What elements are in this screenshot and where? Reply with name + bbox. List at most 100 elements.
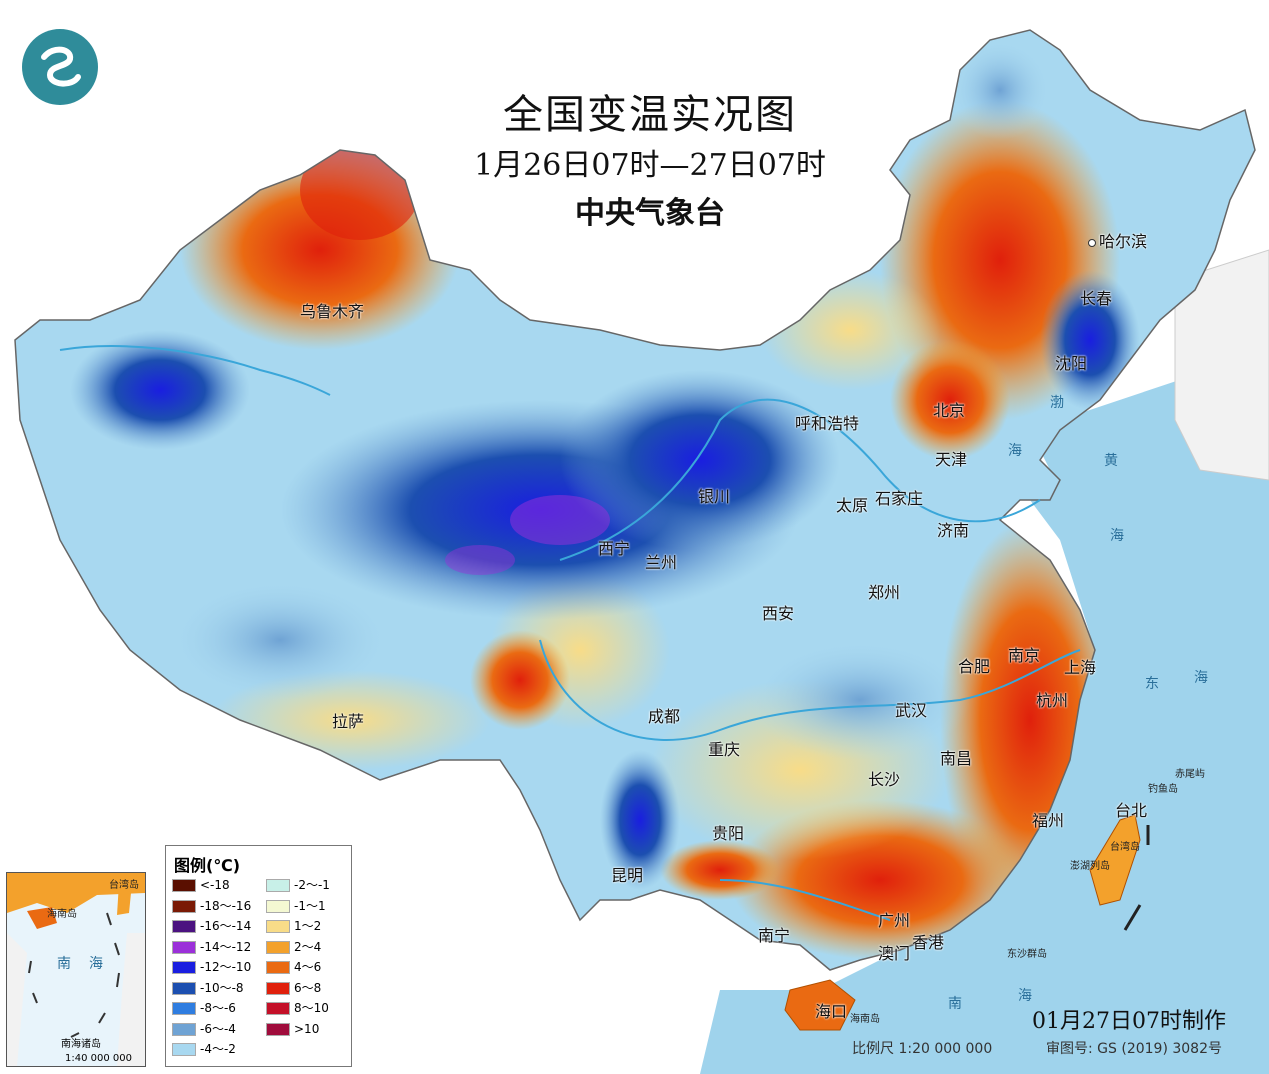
legend-label: -2～-1 — [294, 878, 330, 892]
organization-name: 中央气象台 — [575, 196, 725, 231]
legend-label: -6～-4 — [200, 1021, 236, 1036]
legend-item: -12～-10 — [172, 960, 251, 975]
legend-swatch — [266, 940, 290, 954]
city-label: 石家庄 — [875, 489, 924, 508]
city-label: 成都 — [648, 707, 681, 726]
maritime-boundary — [1123, 825, 1150, 931]
legend-swatch — [266, 1002, 290, 1015]
city-label: 贵阳 — [712, 824, 745, 843]
inset-label: 台湾岛 — [109, 880, 139, 891]
legend-label: 6～8 — [294, 980, 322, 995]
legend-swatch — [172, 879, 196, 892]
legend-label: <-18 — [200, 878, 230, 892]
city-label: 福州 — [1032, 811, 1065, 830]
city-label: 上海 — [1064, 658, 1097, 677]
sea-label: 海 — [1110, 528, 1124, 544]
legend-item: -14～-12 — [172, 940, 251, 955]
city-label: 呼和浩特 — [795, 414, 860, 433]
city-label: 兰州 — [645, 553, 678, 572]
sea-label: 东 — [1145, 676, 1159, 692]
south-china-sea-inset: 海南岛 南 海 台湾岛 南海诸岛 1:40 000 000 — [6, 872, 146, 1067]
city-label: 南昌 — [940, 749, 973, 768]
legend-swatch — [266, 981, 290, 995]
legend-swatch — [172, 1043, 196, 1056]
legend-label: -18～-16 — [200, 898, 252, 913]
island-label: 钓鱼岛 — [1148, 784, 1178, 795]
city-label: 西安 — [762, 604, 795, 623]
legend-item: 8～10 — [266, 1001, 329, 1016]
legend-label: -14～-12 — [200, 939, 252, 954]
legend-title: 图例(℃) — [174, 856, 241, 875]
legend-label: -4～-2 — [200, 1042, 236, 1056]
city-label: 银川 — [698, 487, 731, 506]
cma-logo-icon — [22, 29, 98, 105]
korea-peninsula — [1174, 249, 1269, 481]
city-label: 北京 — [933, 401, 966, 420]
legend-swatch — [266, 961, 290, 974]
legend-label: 2～4 — [294, 939, 322, 954]
city-label: 哈尔滨 — [1088, 228, 1147, 252]
legend-swatch — [172, 940, 196, 954]
city-label: 澳门 — [878, 944, 911, 963]
legend-item: <-18 — [172, 878, 230, 893]
legend-label: -1～1 — [294, 898, 326, 913]
taiwan-island — [1089, 814, 1141, 906]
legend-swatch — [266, 1022, 290, 1036]
legend-label: 4～6 — [294, 960, 322, 974]
city-label: 杭州 — [1036, 691, 1069, 710]
city-label: 长沙 — [868, 770, 901, 789]
city-label: 武汉 — [895, 701, 928, 720]
yangtze-river — [539, 639, 1081, 741]
island-label: 海南岛 — [850, 1014, 880, 1025]
sea-label: 南 — [948, 996, 962, 1012]
tarim-river — [59, 345, 331, 396]
city-label: 昆明 — [611, 866, 644, 885]
legend: 图例(℃) <-18 -18～-16 -16～-14 -14～-12 -12～-10 -1… — [165, 845, 352, 1067]
city-label: 拉萨 — [332, 712, 365, 731]
legend-label: 1～2 — [294, 919, 322, 933]
legend-item: -18～-16 — [172, 899, 251, 914]
hainan-island — [784, 979, 856, 1031]
city-label: 西宁 — [598, 539, 631, 558]
legend-swatch — [172, 961, 196, 974]
map-title: 全国变温实况图 — [503, 92, 797, 138]
issued-time: 01月27日07时制作 — [1032, 1009, 1226, 1034]
legend-swatch — [172, 1002, 196, 1015]
legend-label: >10 — [294, 1021, 320, 1036]
city-label: 合肥 — [958, 657, 991, 676]
legend-label: -10～-8 — [200, 980, 244, 995]
legend-item: 1～2 — [266, 919, 321, 934]
legend-item: -1～1 — [266, 899, 326, 914]
city-label: 重庆 — [708, 740, 741, 759]
city-label: 乌鲁木齐 — [300, 302, 365, 321]
city-label: 南宁 — [758, 926, 791, 945]
legend-item: -4～-2 — [172, 1042, 236, 1057]
legend-swatch — [172, 981, 196, 995]
legend-item: 6～8 — [266, 981, 321, 996]
approval-number: 审图号: GS (2019) 3082号 — [1046, 1041, 1222, 1057]
scale-note: 比例尺 1:20 000 000 — [852, 1041, 993, 1057]
city-label: 香港 — [912, 933, 945, 952]
sea-label: 海 — [1018, 988, 1032, 1004]
sea-label: 海 — [1008, 443, 1022, 459]
legend-swatch — [172, 1022, 196, 1036]
city-label: 长春 — [1080, 289, 1113, 308]
inset-label: 海南岛 — [47, 909, 77, 920]
legend-label: -16～-14 — [200, 919, 252, 933]
city-label: 太原 — [836, 496, 869, 515]
city-label: 广州 — [878, 911, 911, 930]
legend-item: 4～6 — [266, 960, 321, 975]
legend-swatch — [172, 899, 196, 913]
legend-swatch — [266, 879, 290, 892]
legend-item: 2～4 — [266, 940, 321, 955]
inset-scale: 1:40 000 000 — [65, 1053, 132, 1064]
legend-swatch — [266, 899, 290, 913]
legend-item: -2～-1 — [266, 878, 330, 893]
city-label: 台北 — [1115, 801, 1148, 820]
city-label: 郑州 — [868, 583, 901, 602]
city-label: 海口 — [815, 1002, 848, 1021]
sea-label: 海 — [1194, 670, 1208, 686]
legend-item: -8～-6 — [172, 1001, 236, 1016]
